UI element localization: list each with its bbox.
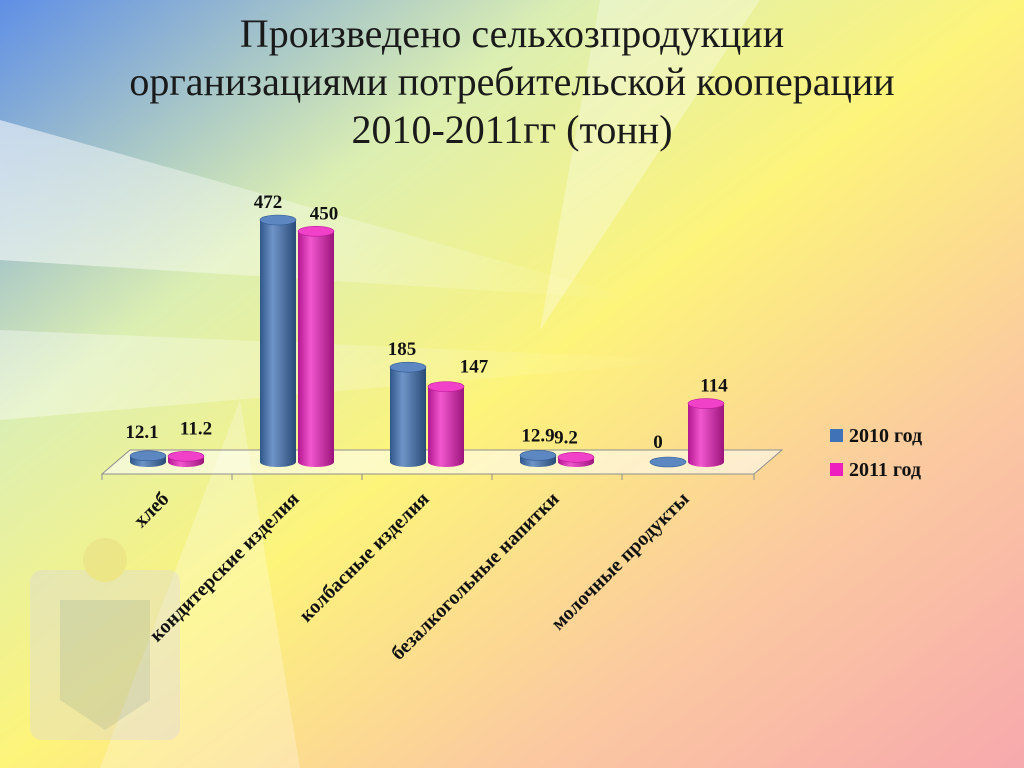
data-label-2010-0: 12.1 xyxy=(125,422,158,443)
category-label-1: кондитерские изделия xyxy=(145,488,303,646)
bar-2011-4 xyxy=(687,398,725,467)
bar-2011-1 xyxy=(297,225,335,467)
data-label-2011-3: 9.2 xyxy=(554,427,578,448)
legend-swatch-2010 xyxy=(830,429,843,442)
data-label-2011-1: 450 xyxy=(310,203,339,224)
legend-label-2011: 2011 год xyxy=(849,459,921,481)
category-label-0: хлеб xyxy=(130,488,174,532)
bar-2010-0 xyxy=(129,450,167,467)
title-line-3: 2010-2011гг (тонн) xyxy=(351,107,673,152)
chart-bars xyxy=(129,214,725,468)
chart-data-labels: 12.1 472 185 12.9 0 11.2 450 147 9.2 114 xyxy=(125,192,728,453)
bar-2010-2 xyxy=(389,361,427,467)
bar-2011-3 xyxy=(557,451,595,467)
legend-swatch-2011 xyxy=(830,463,843,476)
data-label-2011-4: 114 xyxy=(700,376,728,397)
bar-2011-0 xyxy=(167,450,205,467)
bar-2010-4 xyxy=(649,456,687,468)
bar-2010-3 xyxy=(519,450,557,467)
title-line-2: организациями потребительской кооперации xyxy=(129,59,895,104)
data-label-2010-2: 185 xyxy=(388,339,417,360)
coat-of-arms-emblem xyxy=(30,538,180,740)
bar-2011-2 xyxy=(427,381,465,467)
bar-2010-1 xyxy=(259,214,297,467)
data-label-2011-0: 11.2 xyxy=(180,418,212,439)
data-label-2011-2: 147 xyxy=(460,357,489,378)
category-label-4: молочные продукты xyxy=(547,488,694,635)
chart-legend: 2010 год 2011 год xyxy=(830,425,922,481)
title-line-1: Произведено сельхозпродукции xyxy=(239,11,785,56)
data-label-2010-1: 472 xyxy=(254,192,283,213)
data-label-2010-3: 12.9 xyxy=(521,425,554,446)
data-label-2010-4: 0 xyxy=(653,432,663,453)
legend-label-2010: 2010 год xyxy=(849,425,922,447)
category-label-2: колбасные изделия xyxy=(295,488,434,627)
page-title: Произведено сельхозпродукции организация… xyxy=(0,10,1024,154)
